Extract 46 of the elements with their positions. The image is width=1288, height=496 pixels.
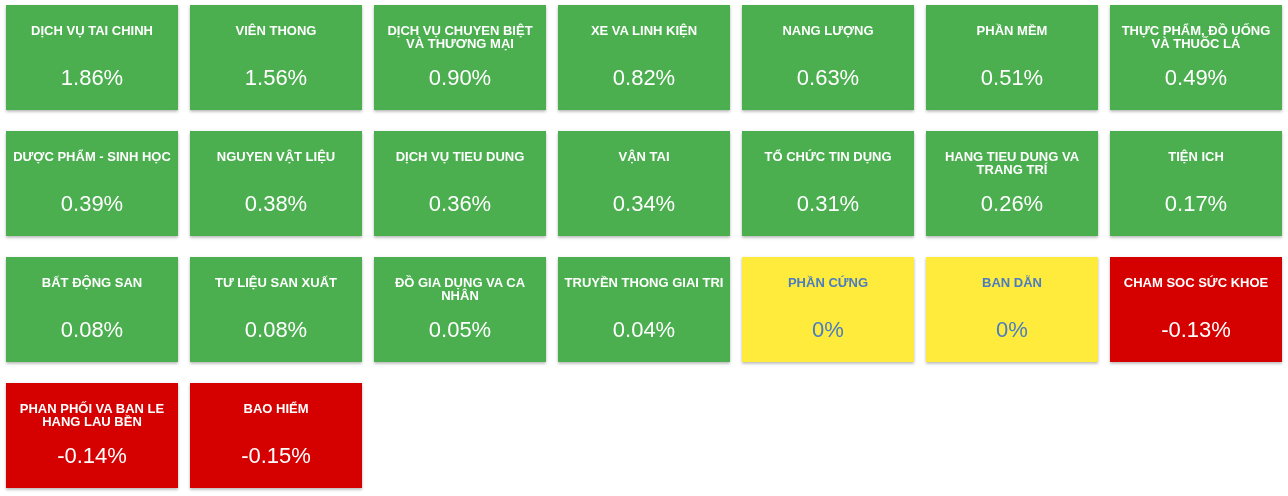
category-label: DƯỢC PHẨM - SINH HỌC (13, 149, 172, 164)
category-label: TỔ CHỨC TIN DỤNG (764, 149, 892, 164)
data-label: 0.08% (60, 317, 124, 342)
data-label: 0.36% (428, 191, 492, 216)
category-label: BẤT ĐỘNG SAN (41, 275, 143, 290)
data-label: 0.90% (428, 65, 492, 90)
category-label: TƯ LIỆU SAN XUẤT (214, 275, 338, 290)
category-label: PHẦN CỨNG (787, 275, 869, 290)
category-label: NANG LƯỢNG (782, 23, 874, 38)
category-label: BAN DẪN (982, 275, 1042, 290)
data-label: 0.17% (1164, 191, 1228, 216)
data-label: 0.26% (980, 191, 1044, 216)
category-label: CHAM SOC SỨC KHOE (1123, 275, 1269, 290)
data-label: 0% (996, 317, 1028, 342)
category-label: XE VA LINH KIỆN (590, 23, 698, 38)
data-label: 0.08% (244, 317, 308, 342)
data-label: 0.49% (1164, 65, 1228, 90)
category-label: THỰC PHẨM, ĐỒ UỐNG VÀ THUỐC LÁ (1121, 23, 1271, 51)
category-label: DỊCH VỤ TIEU DUNG (395, 149, 525, 164)
category-label: DỊCH VỤ CHUYEN BIỆT VÀ THƯƠNG MẠI (387, 23, 533, 51)
category-label: PHẦN MỀM (976, 23, 1048, 38)
data-label: 0.63% (796, 65, 860, 90)
data-label: 1.56% (244, 65, 308, 90)
category-label: BAO HIỂM (243, 401, 309, 416)
category-label: PHAN PHỐI VA BAN LE HANG LAU BỀN (19, 401, 165, 429)
data-label: 0.31% (796, 191, 860, 216)
data-label: 0% (812, 317, 844, 342)
category-label: VẬN TAI (618, 149, 670, 164)
data-label: 1.86% (60, 65, 124, 90)
category-label: DỊCH VỤ TAI CHINH (31, 23, 153, 38)
data-label: -0.14% (57, 443, 127, 468)
data-label: -0.15% (241, 443, 311, 468)
data-label: 0.05% (428, 317, 492, 342)
category-label: TIỆN ICH (1168, 149, 1224, 164)
data-label: 0.04% (612, 317, 676, 342)
data-label: 0.34% (612, 191, 676, 216)
data-label: 0.51% (980, 65, 1044, 90)
category-label: VIÊN THONG (235, 23, 317, 38)
category-label: HANG TIEU DUNG VA TRANG TRÍ (944, 149, 1080, 177)
category-label: NGUYEN VẬT LIỆU (216, 149, 336, 164)
data-label: 0.38% (244, 191, 308, 216)
data-label: -0.13% (1161, 317, 1231, 342)
category-label: ĐỒ GIA DỤNG VA CA NHÂN (394, 275, 526, 303)
category-label: TRUYỀN THONG GIAI TRI (564, 275, 724, 290)
data-label: 0.39% (60, 191, 124, 216)
data-label: 0.82% (612, 65, 676, 90)
